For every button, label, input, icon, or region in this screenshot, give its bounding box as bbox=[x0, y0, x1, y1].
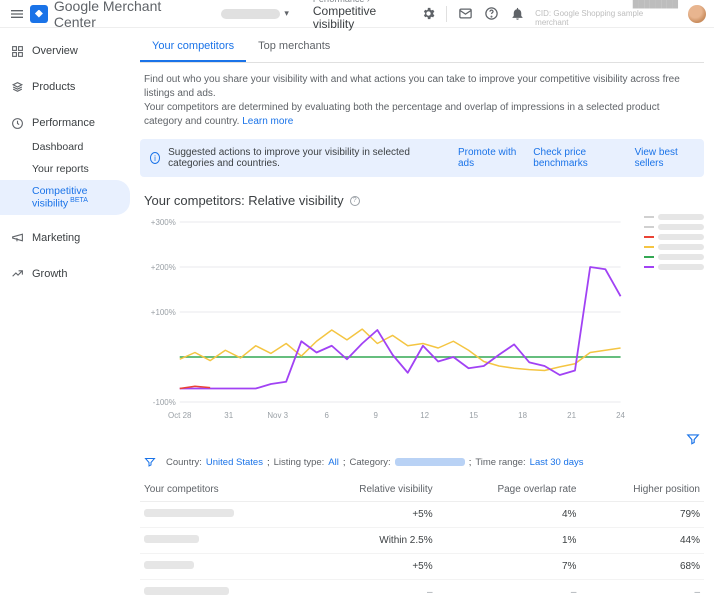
table-row[interactable]: +5%4%79% bbox=[140, 502, 704, 528]
svg-text:24: 24 bbox=[616, 411, 625, 420]
filter-listing-type[interactable]: All bbox=[328, 457, 339, 468]
svg-text:15: 15 bbox=[469, 411, 478, 420]
products-icon bbox=[10, 80, 24, 94]
filter-icon[interactable] bbox=[686, 432, 700, 446]
svg-text:Nov 3: Nov 3 bbox=[267, 411, 288, 420]
promote-with-ads-link[interactable]: Promote with ads bbox=[458, 147, 519, 169]
sidebar-item-products[interactable]: Products bbox=[0, 74, 130, 100]
svg-text:18: 18 bbox=[518, 411, 527, 420]
sidebar-item-dashboard[interactable]: Dashboard bbox=[0, 136, 130, 158]
banner-message: Suggested actions to improve your visibi… bbox=[168, 147, 458, 169]
product-logo[interactable]: Google Merchant Center bbox=[30, 0, 207, 30]
svg-text:Oct 28: Oct 28 bbox=[168, 411, 192, 420]
bell-icon[interactable] bbox=[509, 6, 525, 22]
tab-your-competitors[interactable]: Your competitors bbox=[140, 32, 246, 62]
svg-text:+200%: +200% bbox=[151, 263, 176, 272]
svg-text:6: 6 bbox=[324, 411, 329, 420]
filter-country[interactable]: United States bbox=[206, 457, 263, 468]
sidebar-item-label: Overview bbox=[32, 45, 78, 57]
svg-text:9: 9 bbox=[373, 411, 378, 420]
beta-badge: BETA bbox=[70, 197, 88, 204]
view-best-sellers-link[interactable]: View best sellers bbox=[635, 147, 694, 169]
chevron-down-icon[interactable]: ▾ bbox=[284, 8, 289, 19]
sidebar-item-performance[interactable]: Performance bbox=[0, 110, 130, 136]
th-page-overlap[interactable]: Page overlap rate bbox=[437, 478, 581, 502]
product-name: Google Merchant Center bbox=[54, 0, 207, 30]
avatar[interactable] bbox=[688, 5, 706, 23]
tabs: Your competitors Top merchants bbox=[140, 32, 704, 63]
svg-text:-100%: -100% bbox=[153, 398, 176, 407]
info-icon: i bbox=[150, 152, 160, 164]
main-content: Your competitors Top merchants Find out … bbox=[130, 28, 714, 600]
filter-icon[interactable] bbox=[144, 456, 156, 468]
section-title: Your competitors: Relative visibility ? bbox=[144, 193, 700, 208]
sidebar-item-label: Growth bbox=[32, 268, 67, 280]
overview-icon bbox=[10, 44, 24, 58]
sidebar-item-marketing[interactable]: Marketing bbox=[0, 225, 130, 251]
mail-icon[interactable] bbox=[457, 6, 473, 22]
table-row[interactable]: ––– bbox=[140, 580, 704, 600]
suggestions-banner: i Suggested actions to improve your visi… bbox=[140, 139, 704, 177]
growth-icon bbox=[10, 267, 24, 281]
performance-icon bbox=[10, 116, 24, 130]
filter-category[interactable] bbox=[395, 458, 465, 466]
table-row[interactable]: +5%7%68% bbox=[140, 554, 704, 580]
marketing-icon bbox=[10, 231, 24, 245]
chart-legend bbox=[644, 214, 704, 274]
competitors-table: Your competitors Relative visibility Pag… bbox=[140, 478, 704, 600]
competitor-name bbox=[144, 535, 199, 543]
info-icon[interactable]: ? bbox=[350, 196, 360, 206]
sidebar-item-label: Marketing bbox=[32, 232, 80, 244]
th-competitor[interactable]: Your competitors bbox=[140, 478, 302, 502]
hamburger-menu-icon[interactable] bbox=[8, 5, 26, 23]
sidebar-item-growth[interactable]: Growth bbox=[0, 261, 130, 287]
svg-text:+300%: +300% bbox=[151, 218, 176, 227]
breadcrumb: Performance › Competitive visibility bbox=[313, 0, 421, 32]
account-selector[interactable] bbox=[221, 9, 281, 19]
settings-gear-icon[interactable] bbox=[420, 6, 436, 22]
merchant-center-icon bbox=[30, 5, 48, 23]
th-relative-visibility[interactable]: Relative visibility bbox=[302, 478, 437, 502]
table-filters: Country: United States; Listing type: Al… bbox=[140, 446, 704, 478]
competitor-name bbox=[144, 587, 229, 595]
svg-text:21: 21 bbox=[567, 411, 576, 420]
competitor-name bbox=[144, 561, 194, 569]
sidebar-item-competitive-visibility[interactable]: Competitive visibilityBETA bbox=[0, 180, 130, 215]
sidebar-item-label: Performance bbox=[32, 117, 95, 129]
sidebar-item-overview[interactable]: Overview bbox=[0, 38, 130, 64]
table-row[interactable]: Within 2.5%1%44% bbox=[140, 528, 704, 554]
check-price-benchmarks-link[interactable]: Check price benchmarks bbox=[533, 147, 620, 169]
svg-text:31: 31 bbox=[224, 411, 233, 420]
svg-text:12: 12 bbox=[420, 411, 429, 420]
account-label: ████████ CID: Google Shopping sample mer… bbox=[535, 0, 678, 28]
th-higher-position[interactable]: Higher position bbox=[580, 478, 704, 502]
top-bar: Google Merchant Center ▾ Performance › C… bbox=[0, 0, 714, 28]
relative-visibility-chart: +300% +200% +100% -100% Oct 28 31 Nov 3 6 9 12 15 1… bbox=[144, 214, 700, 424]
intro-text: Find out who you share your visibility w… bbox=[140, 63, 704, 139]
svg-text:+100%: +100% bbox=[151, 308, 176, 317]
sidebar-nav: Overview Products Performance Dashboard … bbox=[0, 28, 130, 600]
sidebar-item-your-reports[interactable]: Your reports bbox=[0, 158, 130, 180]
learn-more-link[interactable]: Learn more bbox=[242, 116, 293, 127]
tab-top-merchants[interactable]: Top merchants bbox=[246, 32, 342, 62]
competitor-name bbox=[144, 509, 234, 517]
help-icon[interactable] bbox=[483, 6, 499, 22]
filter-time-range[interactable]: Last 30 days bbox=[530, 457, 584, 468]
sidebar-item-label: Products bbox=[32, 81, 75, 93]
